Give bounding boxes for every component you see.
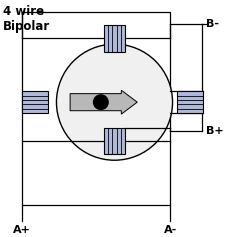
Text: A-: A- bbox=[164, 225, 177, 235]
Text: B+: B+ bbox=[206, 126, 223, 136]
Bar bbox=[22, 91, 48, 113]
Bar bbox=[104, 25, 125, 51]
FancyArrow shape bbox=[70, 90, 137, 114]
Text: 4 wire
Bipolar: 4 wire Bipolar bbox=[3, 5, 50, 33]
Bar bbox=[104, 128, 125, 154]
Circle shape bbox=[57, 44, 172, 160]
Text: A+: A+ bbox=[13, 225, 31, 235]
Circle shape bbox=[94, 95, 108, 109]
Text: B-: B- bbox=[206, 19, 218, 29]
Bar bbox=[22, 12, 170, 205]
Bar bbox=[177, 91, 203, 113]
